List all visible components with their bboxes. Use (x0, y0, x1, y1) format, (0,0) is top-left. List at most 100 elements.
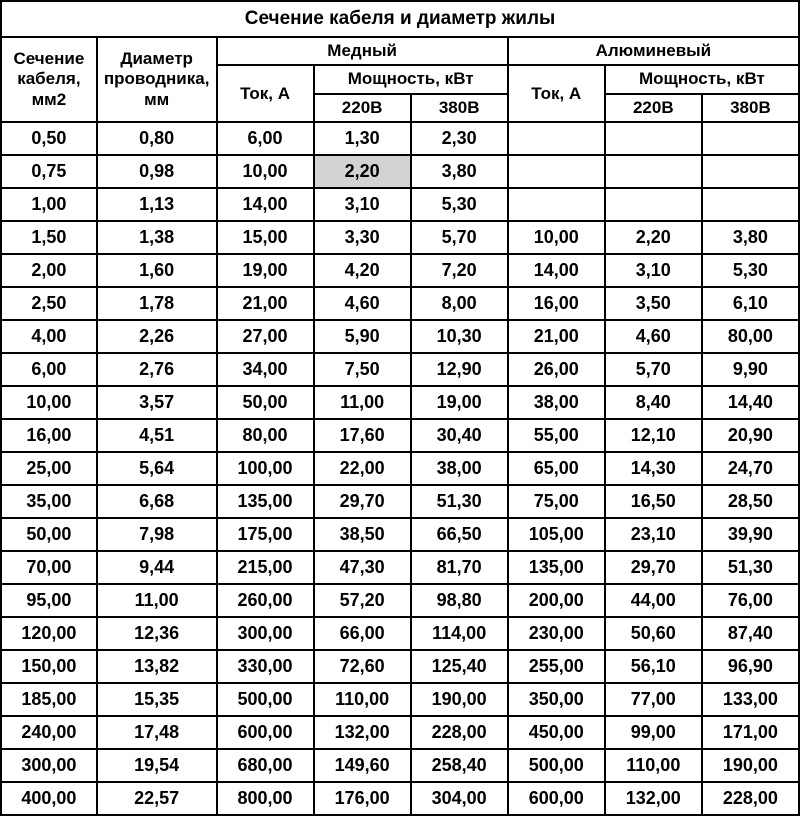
cable-cross-section-table: Сечение кабеля и диаметр жилы Сечение ка… (0, 0, 800, 816)
cell-copper_220: 2,20 (314, 155, 411, 188)
table-row: 10,003,5750,0011,0019,0038,008,4014,40 (1, 386, 799, 419)
cell-diameter: 1,78 (97, 287, 217, 320)
cell-alum_220: 56,10 (605, 650, 702, 683)
table-row: 25,005,64100,0022,0038,0065,0014,3024,70 (1, 452, 799, 485)
cell-copper_current: 6,00 (217, 122, 314, 155)
cell-copper_current: 215,00 (217, 551, 314, 584)
cell-section: 95,00 (1, 584, 97, 617)
cell-section: 1,50 (1, 221, 97, 254)
cell-copper_220: 3,30 (314, 221, 411, 254)
cell-copper_220: 57,20 (314, 584, 411, 617)
cell-diameter: 15,35 (97, 683, 217, 716)
table-row: 50,007,98175,0038,5066,50105,0023,1039,9… (1, 518, 799, 551)
cell-copper_220: 47,30 (314, 551, 411, 584)
cell-section: 2,00 (1, 254, 97, 287)
cell-section: 10,00 (1, 386, 97, 419)
cell-diameter: 0,80 (97, 122, 217, 155)
header-alum-power: Мощность, кВт (605, 65, 799, 93)
cell-alum_380: 20,90 (702, 419, 799, 452)
cell-alum_380: 96,90 (702, 650, 799, 683)
cell-alum_current: 450,00 (508, 716, 605, 749)
cell-alum_220: 44,00 (605, 584, 702, 617)
cell-copper_current: 19,00 (217, 254, 314, 287)
cell-alum_current: 14,00 (508, 254, 605, 287)
cell-alum_380: 76,00 (702, 584, 799, 617)
cell-section: 16,00 (1, 419, 97, 452)
cell-section: 400,00 (1, 782, 97, 815)
cell-section: 35,00 (1, 485, 97, 518)
cell-diameter: 11,00 (97, 584, 217, 617)
cell-diameter: 3,57 (97, 386, 217, 419)
cell-alum_current (508, 188, 605, 221)
cell-alum_current: 105,00 (508, 518, 605, 551)
cell-alum_380: 14,40 (702, 386, 799, 419)
cell-copper_220: 66,00 (314, 617, 411, 650)
cell-section: 50,00 (1, 518, 97, 551)
table-row: 95,0011,00260,0057,2098,80200,0044,0076,… (1, 584, 799, 617)
cell-copper_380: 38,00 (411, 452, 508, 485)
cell-alum_220 (605, 122, 702, 155)
cell-copper_380: 5,70 (411, 221, 508, 254)
cell-diameter: 2,26 (97, 320, 217, 353)
cell-alum_current: 65,00 (508, 452, 605, 485)
cell-copper_380: 8,00 (411, 287, 508, 320)
cell-alum_220: 16,50 (605, 485, 702, 518)
cell-section: 240,00 (1, 716, 97, 749)
cell-alum_current: 135,00 (508, 551, 605, 584)
cell-section: 25,00 (1, 452, 97, 485)
cell-alum_380: 133,00 (702, 683, 799, 716)
cell-alum_220: 29,70 (605, 551, 702, 584)
table-row: 400,0022,57800,00176,00304,00600,00132,0… (1, 782, 799, 815)
cell-copper_220: 38,50 (314, 518, 411, 551)
cell-section: 150,00 (1, 650, 97, 683)
cell-copper_220: 7,50 (314, 353, 411, 386)
cell-alum_380: 87,40 (702, 617, 799, 650)
cell-copper_220: 110,00 (314, 683, 411, 716)
table-row: 150,0013,82330,0072,60125,40255,0056,109… (1, 650, 799, 683)
cell-alum_current: 38,00 (508, 386, 605, 419)
cell-alum_current (508, 122, 605, 155)
cell-copper_220: 4,60 (314, 287, 411, 320)
header-aluminum: Алюминевый (508, 37, 799, 65)
table-row: 0,500,806,001,302,30 (1, 122, 799, 155)
cell-alum_current: 26,00 (508, 353, 605, 386)
cell-copper_current: 330,00 (217, 650, 314, 683)
cell-diameter: 1,13 (97, 188, 217, 221)
cell-alum_220: 14,30 (605, 452, 702, 485)
cell-alum_220: 3,10 (605, 254, 702, 287)
cell-diameter: 12,36 (97, 617, 217, 650)
cell-alum_current: 350,00 (508, 683, 605, 716)
cell-alum_220: 23,10 (605, 518, 702, 551)
table-row: 16,004,5180,0017,6030,4055,0012,1020,90 (1, 419, 799, 452)
table-row: 300,0019,54680,00149,60258,40500,00110,0… (1, 749, 799, 782)
cell-copper_380: 30,40 (411, 419, 508, 452)
cell-section: 6,00 (1, 353, 97, 386)
cell-copper_380: 125,40 (411, 650, 508, 683)
cell-copper_current: 600,00 (217, 716, 314, 749)
cell-alum_220: 4,60 (605, 320, 702, 353)
cell-copper_220: 1,30 (314, 122, 411, 155)
cell-copper_220: 176,00 (314, 782, 411, 815)
cell-alum_220: 50,60 (605, 617, 702, 650)
cell-alum_current: 600,00 (508, 782, 605, 815)
cell-copper_220: 22,00 (314, 452, 411, 485)
cell-copper_220: 11,00 (314, 386, 411, 419)
cell-diameter: 1,60 (97, 254, 217, 287)
cell-copper_220: 4,20 (314, 254, 411, 287)
header-alum-380: 380В (702, 94, 799, 122)
header-copper-current: Ток, А (217, 65, 314, 122)
cell-copper_380: 5,30 (411, 188, 508, 221)
header-copper-380: 380В (411, 94, 508, 122)
cell-copper_current: 500,00 (217, 683, 314, 716)
cell-copper_380: 190,00 (411, 683, 508, 716)
cell-copper_current: 800,00 (217, 782, 314, 815)
cell-alum_380: 9,90 (702, 353, 799, 386)
table-row: 4,002,2627,005,9010,3021,004,6080,00 (1, 320, 799, 353)
table-row: 0,750,9810,002,203,80 (1, 155, 799, 188)
cell-copper_current: 100,00 (217, 452, 314, 485)
table-body: 0,500,806,001,302,300,750,9810,002,203,8… (1, 122, 799, 815)
cell-copper_current: 27,00 (217, 320, 314, 353)
cell-diameter: 9,44 (97, 551, 217, 584)
cell-copper_220: 5,90 (314, 320, 411, 353)
table-row: 2,501,7821,004,608,0016,003,506,10 (1, 287, 799, 320)
